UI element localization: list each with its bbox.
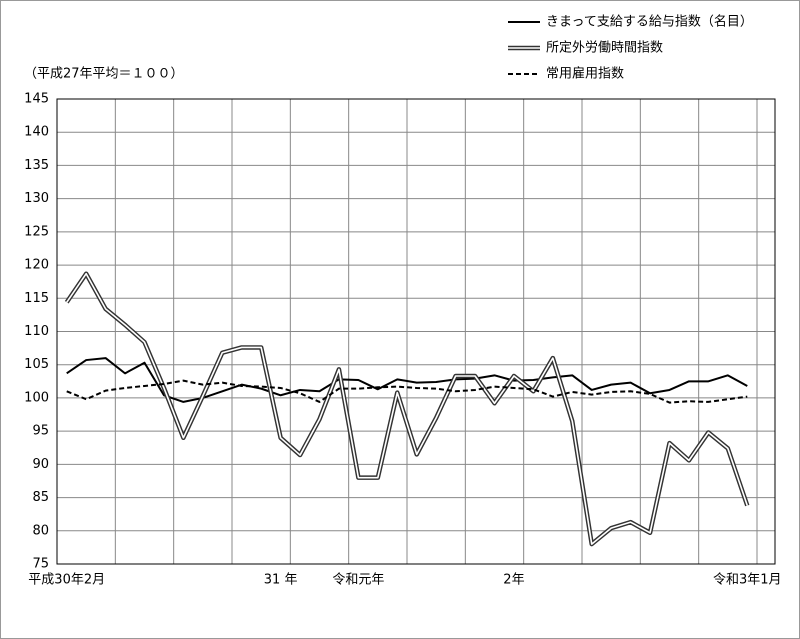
y-tick-label: 145 [24,92,49,107]
x-tick-label: 平成30年2月 [28,573,105,588]
x-tick-label: 2年 [503,573,524,588]
series-line-inner [66,272,749,545]
y-tick-label: 95 [32,424,49,439]
legend-label: 常用雇用指数 [546,66,624,82]
legend-label: 所定外労働時間指数 [546,41,663,56]
y-tick-label: 140 [24,125,49,140]
legend-label: きまって支給する給与指数（名目） [546,14,753,30]
y-tick-label: 100 [24,390,49,405]
y-tick-label: 120 [24,258,49,273]
y-tick-label: 110 [24,324,49,339]
x-tick-label: 令和3年1月 [713,573,782,588]
y-tick-label: 125 [24,224,49,239]
x-tick-label: 31 年 [264,573,298,588]
y-tick-label: 90 [32,457,49,472]
y-tick-label: 115 [24,291,49,306]
y-tick-label: 105 [24,357,49,372]
y-tick-label: 75 [32,557,49,572]
y-tick-label: 135 [24,158,49,173]
y-tick-label: 80 [32,523,49,538]
x-tick-label: 令和元年 [332,573,384,588]
series-line [66,357,748,403]
y-tick-label: 130 [24,191,49,206]
y-tick-label: 85 [32,490,49,505]
plot-area [56,98,776,565]
subtitle: （平成27年平均＝１００） [24,67,184,82]
